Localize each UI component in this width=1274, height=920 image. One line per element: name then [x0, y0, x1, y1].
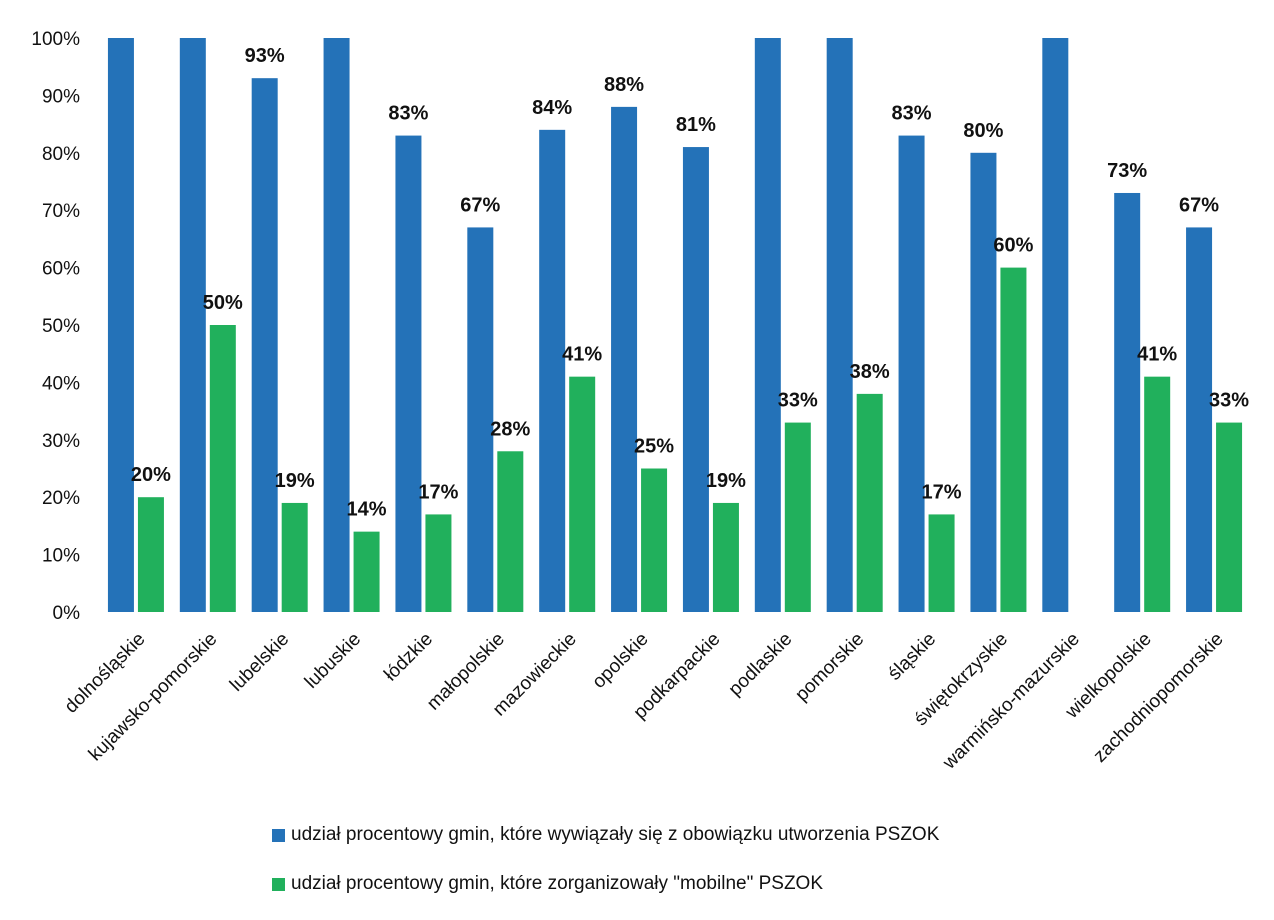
- y-tick-label: 20%: [42, 488, 80, 509]
- legend-item-series-1: udział procentowy gmin, które wywiązały …: [272, 822, 939, 848]
- data-label-series-1: 83%: [892, 103, 932, 125]
- y-axis: 0% 10% 20% 30% 40% 50% 60% 70% 80% 90% 100%: [31, 29, 80, 624]
- bar-series-1: [1186, 227, 1213, 613]
- data-label-series-2: 25%: [634, 436, 674, 458]
- bar-series-2: [209, 325, 236, 612]
- data-label-series-1: 67%: [460, 194, 500, 216]
- bar-series-2: [1144, 376, 1171, 612]
- y-tick-label: 60%: [42, 259, 80, 280]
- y-tick-label: 80%: [42, 144, 80, 165]
- legend-swatch-series-1: [272, 828, 285, 842]
- legend-label-series-2: udział procentowy gmin, które zorganizow…: [291, 873, 823, 894]
- bar-series-2: [1000, 267, 1027, 612]
- bar-series-1: [467, 227, 494, 613]
- bar-series-1: [754, 38, 781, 612]
- x-category-label: zachodniopomorskie: [1090, 629, 1228, 767]
- bar-series-2: [712, 502, 739, 612]
- bar-series-1: [898, 135, 925, 612]
- bar-series-1: [1114, 192, 1141, 613]
- data-labels: 93% 83% 67% 84% 88% 81% 83% 80% 73% 67% 20% 50% 19% 1…: [131, 45, 1249, 520]
- x-category-label: śląskie: [884, 629, 940, 685]
- legend: udział procentowy gmin, które wywiązały …: [272, 822, 939, 920]
- data-label-series-2: 38%: [850, 361, 890, 383]
- y-tick-label: 30%: [42, 431, 80, 452]
- x-category-label: lubuskie: [301, 629, 365, 693]
- bar-series-2: [497, 451, 524, 612]
- x-category-label: opolskie: [588, 629, 652, 693]
- data-label-series-1: 84%: [532, 97, 572, 119]
- data-label-series-2: 33%: [778, 390, 818, 412]
- data-label-series-2: 41%: [1137, 344, 1177, 366]
- x-category-label: lubelskie: [226, 629, 293, 696]
- data-label-series-1: 81%: [676, 114, 716, 136]
- bar-series-2: [928, 514, 955, 612]
- legend-item-series-2: udział procentowy gmin, które zorganizow…: [272, 871, 939, 897]
- bar-series-1: [970, 152, 997, 613]
- bar-series-1: [682, 147, 709, 612]
- y-tick-label: 90%: [42, 86, 80, 107]
- x-category-label: kujawsko-pomorskie: [85, 629, 222, 766]
- data-label-series-1: 67%: [1179, 194, 1219, 216]
- bars: [107, 38, 1243, 613]
- y-tick-label: 0%: [53, 603, 81, 624]
- data-label-series-2: 17%: [922, 481, 962, 503]
- data-label-series-2: 19%: [706, 470, 746, 492]
- bar-series-1: [107, 38, 134, 612]
- bar-series-2: [641, 468, 668, 612]
- x-category-label: warmińsko-mazurskie: [938, 629, 1083, 774]
- y-tick-label: 50%: [42, 316, 80, 337]
- bar-series-1: [826, 38, 853, 612]
- bar-series-1: [611, 106, 638, 612]
- bar-series-1: [251, 78, 278, 613]
- bar-series-1: [179, 38, 206, 612]
- bar-series-2: [1216, 422, 1243, 612]
- data-label-series-1: 80%: [963, 120, 1003, 142]
- bar-series-2: [569, 376, 596, 612]
- data-label-series-2: 33%: [1209, 390, 1249, 412]
- x-category-label: pomorskie: [791, 629, 868, 706]
- x-category-label: podlaskie: [725, 629, 797, 701]
- y-tick-label: 70%: [42, 201, 80, 222]
- data-label-series-1: 93%: [245, 45, 285, 67]
- x-category-label: łódzkie: [380, 629, 437, 686]
- bar-series-1: [395, 135, 422, 612]
- bar-series-1: [323, 38, 350, 612]
- bar-series-2: [425, 514, 452, 612]
- y-tick-label: 40%: [42, 373, 80, 394]
- bar-chart: 0% 10% 20% 30% 40% 50% 60% 70% 80% 90% 100% 93% 83%…: [31, 29, 1249, 774]
- bar-series-1: [1042, 38, 1069, 612]
- legend-label-series-1: udział procentowy gmin, które wywiązały …: [291, 824, 940, 845]
- data-label-series-1: 88%: [604, 74, 644, 96]
- data-label-series-2: 14%: [347, 499, 387, 521]
- bar-series-2: [353, 531, 380, 612]
- y-tick-label: 10%: [42, 546, 80, 567]
- data-label-series-2: 41%: [562, 344, 602, 366]
- bar-series-2: [784, 422, 811, 612]
- data-label-series-2: 28%: [490, 418, 530, 440]
- data-label-series-2: 17%: [418, 481, 458, 503]
- bar-series-2: [856, 393, 883, 612]
- data-label-series-1: 73%: [1107, 160, 1147, 182]
- legend-swatch-series-2: [272, 877, 285, 891]
- data-label-series-1: 83%: [388, 103, 428, 125]
- data-label-series-2: 60%: [993, 235, 1033, 257]
- y-tick-label: 100%: [31, 29, 80, 50]
- bar-series-2: [137, 497, 164, 612]
- data-label-series-2: 19%: [275, 470, 315, 492]
- bar-series-1: [539, 129, 566, 612]
- data-label-series-2: 20%: [131, 464, 171, 486]
- data-label-series-2: 50%: [203, 292, 243, 314]
- bar-series-2: [281, 502, 308, 612]
